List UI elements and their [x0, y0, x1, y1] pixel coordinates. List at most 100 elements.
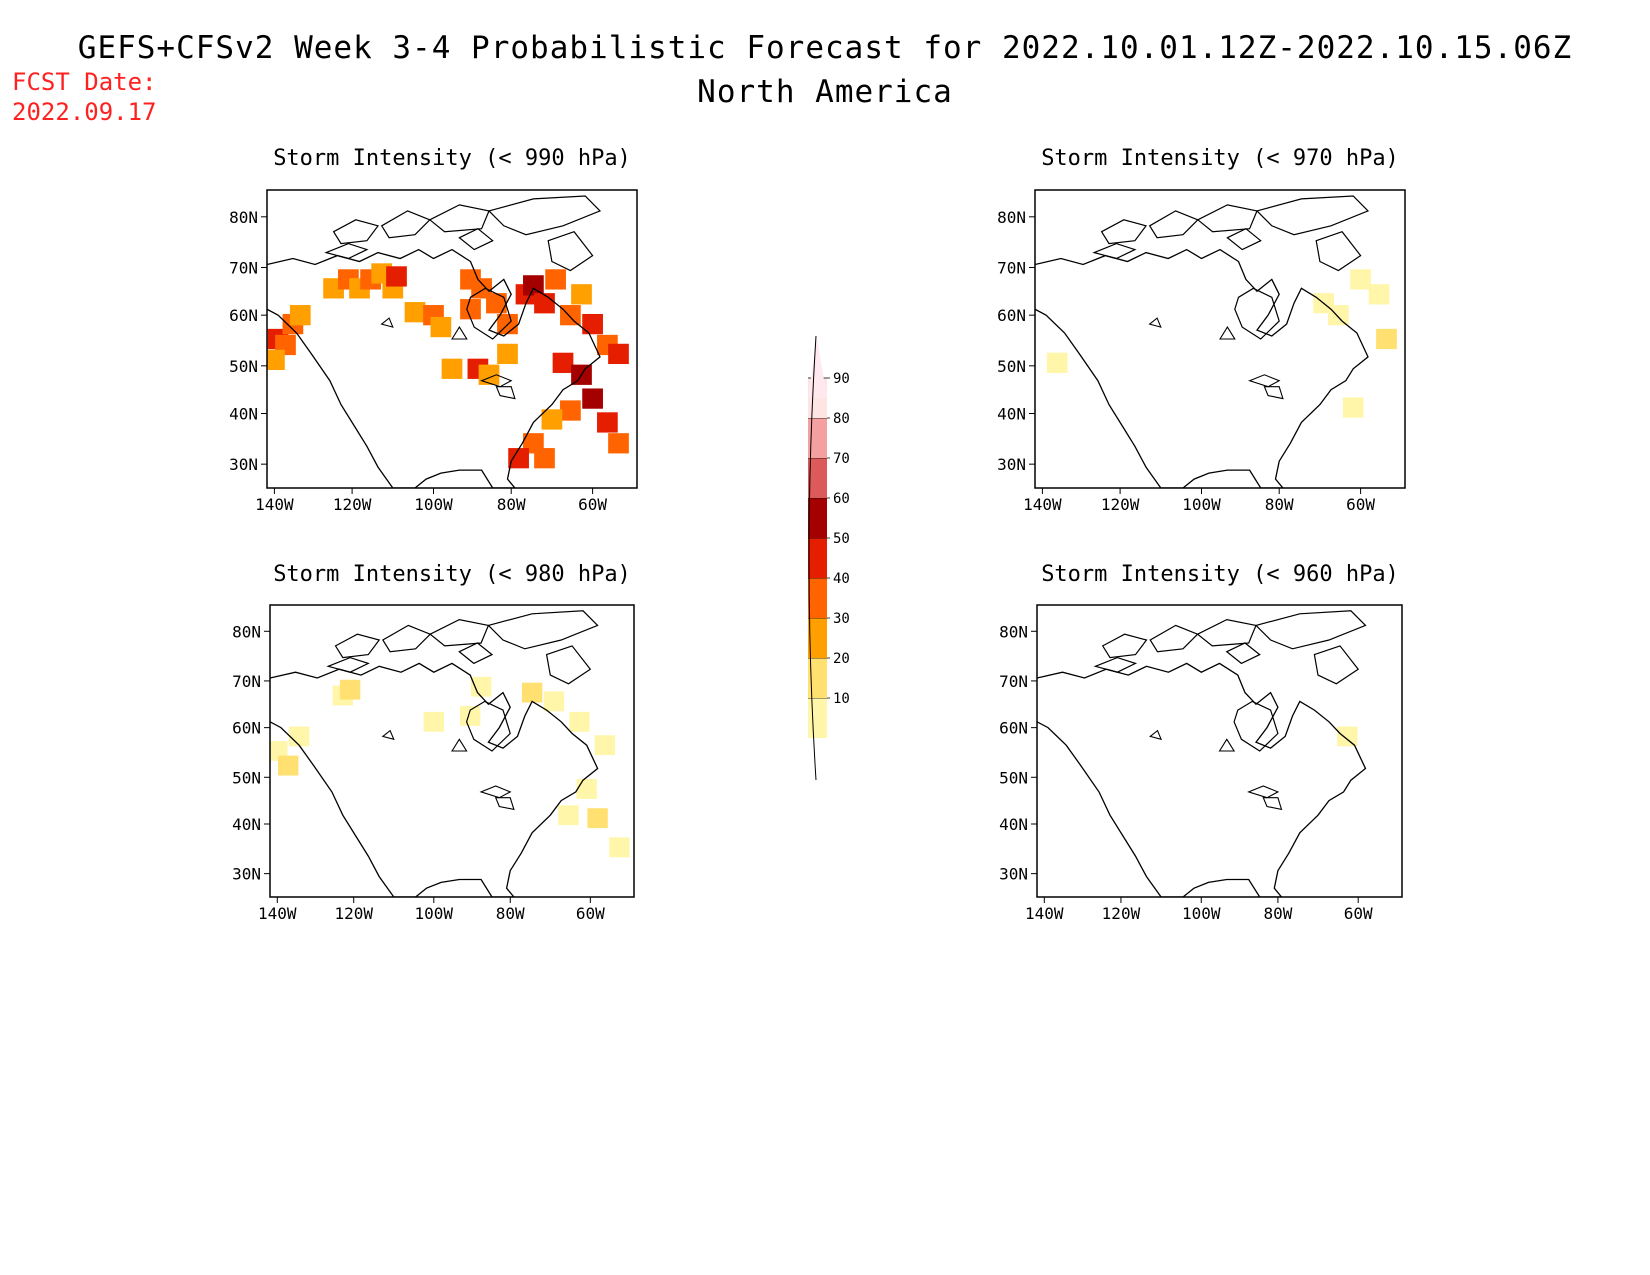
island-outline: [429, 618, 490, 647]
probability-cell: [587, 808, 608, 829]
probability-cell: [1046, 352, 1068, 373]
probability-cell: [609, 837, 630, 858]
lake-outline: [1262, 797, 1283, 811]
lake-outline: [380, 317, 394, 328]
colorbar-label: 50: [833, 531, 850, 547]
probability-cell: [460, 299, 481, 320]
hudson-bay-outline: [1233, 700, 1279, 752]
colorbar-swatch: [808, 458, 827, 498]
probability-cell: [508, 448, 529, 469]
lat-tick-label: 50N: [229, 357, 258, 376]
lat-tick-label: 60N: [997, 306, 1026, 325]
colorbar-label: 20: [833, 651, 850, 667]
hudson-bay-outline: [1234, 287, 1280, 340]
lon-tick-label: 60W: [1346, 495, 1375, 514]
panel-frame: [1034, 189, 1406, 489]
figure-subtitle: North America: [697, 74, 953, 110]
lon-tick-label: 120W: [334, 904, 373, 923]
island-outline: [1101, 633, 1148, 659]
map-panel-0: Storm Intensity (< 990 hPa) 80N 70N 60N 50N 4…: [229, 146, 638, 514]
lat-tick-label: 70N: [229, 258, 258, 277]
probability-cell: [404, 302, 426, 323]
lon-tick-label: 100W: [1182, 904, 1221, 923]
lat-tick-label: 60N: [232, 719, 261, 738]
probability-cell: [1376, 328, 1397, 350]
lake-outline: [1247, 374, 1281, 388]
lon-tick-label: 60W: [578, 495, 607, 514]
probability-cell: [569, 711, 590, 732]
lat-tick-label: 40N: [229, 405, 258, 424]
figure-title: GEFS+CFSv2 Week 3-4 Probabilistic Foreca…: [77, 30, 1573, 66]
panel-frame: [1036, 604, 1403, 898]
panel-frame: [269, 604, 635, 898]
island-outline: [1315, 230, 1362, 272]
lake-outline: [381, 729, 395, 741]
coastline: [267, 248, 601, 488]
island-outline: [1196, 618, 1257, 647]
probability-cell: [1342, 397, 1364, 418]
probability-cell: [597, 412, 618, 433]
probability-cell: [460, 706, 481, 726]
panel-frame: [266, 189, 638, 489]
lat-tick-label: 80N: [999, 622, 1028, 641]
island-outline: [1225, 642, 1261, 665]
island-outline: [334, 633, 381, 659]
colorbar-swatch: [808, 498, 827, 538]
island-outline: [332, 219, 380, 245]
probability-cell: [470, 676, 492, 697]
probability-cell: [339, 679, 361, 700]
lake-outline: [494, 797, 515, 811]
island-outline: [1313, 645, 1360, 685]
probability-cell: [552, 352, 574, 373]
island-outline: [1092, 242, 1137, 260]
island-outline: [380, 210, 431, 239]
probability-cell: [582, 313, 603, 335]
map-panel-1: Storm Intensity (< 970 hPa) 80N 70N 60N 50N 4…: [997, 146, 1406, 514]
lon-tick-label: 100W: [415, 904, 454, 923]
panel-title: Storm Intensity (< 970 hPa): [1041, 146, 1399, 171]
island-outline: [1100, 219, 1148, 245]
probability-cell: [534, 448, 555, 469]
lat-tick-label: 30N: [229, 455, 258, 474]
panel-title: Storm Intensity (< 980 hPa): [273, 562, 631, 587]
lat-tick-label: 60N: [229, 306, 258, 325]
island-outline: [381, 624, 432, 653]
coastline: [270, 662, 599, 897]
lake-outline: [1149, 729, 1163, 741]
probability-cell: [1350, 269, 1371, 290]
probability-cell: [560, 305, 581, 326]
lake-outline: [1218, 738, 1236, 752]
colorbar-label: 80: [833, 411, 850, 427]
probability-cell: [486, 293, 507, 314]
island-outline: [1149, 624, 1199, 653]
island-outline: [428, 204, 490, 233]
island-outline: [547, 230, 594, 272]
lat-tick-label: 70N: [997, 258, 1026, 277]
lat-tick-label: 80N: [232, 622, 261, 641]
probability-cell: [288, 726, 310, 747]
lake-outline: [451, 326, 468, 340]
lon-tick-label: 60W: [576, 904, 605, 923]
colorbar-swatch: [808, 618, 827, 658]
lon-tick-label: 100W: [1182, 495, 1221, 514]
island-outline: [1226, 227, 1262, 251]
coastline: [1037, 662, 1367, 897]
lake-outline: [479, 374, 513, 388]
probability-cell: [545, 269, 566, 290]
probability-cell: [594, 735, 616, 756]
hudson-bay-outline: [465, 700, 511, 752]
lon-tick-label: 140W: [1023, 495, 1062, 514]
hudson-bay-outline: [466, 287, 512, 340]
fcst-date-label: FCST Date:: [12, 68, 157, 96]
colorbar-label: 40: [833, 571, 850, 587]
lat-tick-label: 70N: [232, 672, 261, 691]
lat-tick-label: 50N: [232, 768, 261, 787]
panel-title: Storm Intensity (< 960 hPa): [1041, 562, 1399, 587]
lake-outline: [495, 386, 516, 400]
probability-cell: [430, 316, 452, 338]
probability-cell: [386, 266, 407, 287]
island-outline: [458, 642, 494, 665]
probability-cell: [441, 358, 463, 379]
lon-tick-label: 60W: [1344, 904, 1373, 923]
